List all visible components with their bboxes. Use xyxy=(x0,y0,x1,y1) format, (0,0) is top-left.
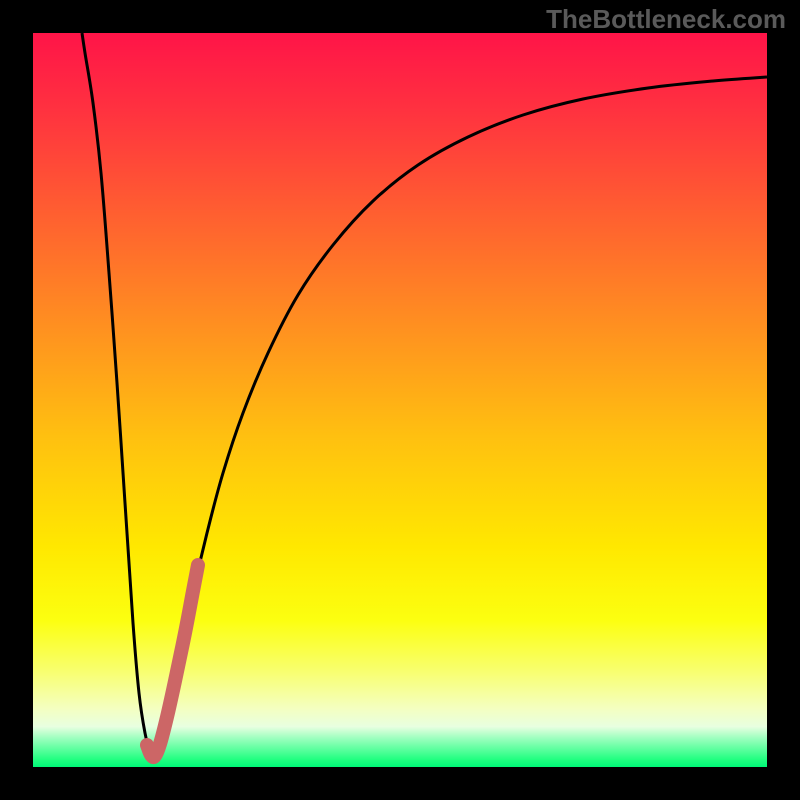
chart-container: TheBottleneck.com xyxy=(0,0,800,800)
chart-svg xyxy=(33,33,767,767)
plot-area xyxy=(33,33,767,767)
gradient-background xyxy=(33,33,767,767)
watermark-text: TheBottleneck.com xyxy=(546,4,786,35)
